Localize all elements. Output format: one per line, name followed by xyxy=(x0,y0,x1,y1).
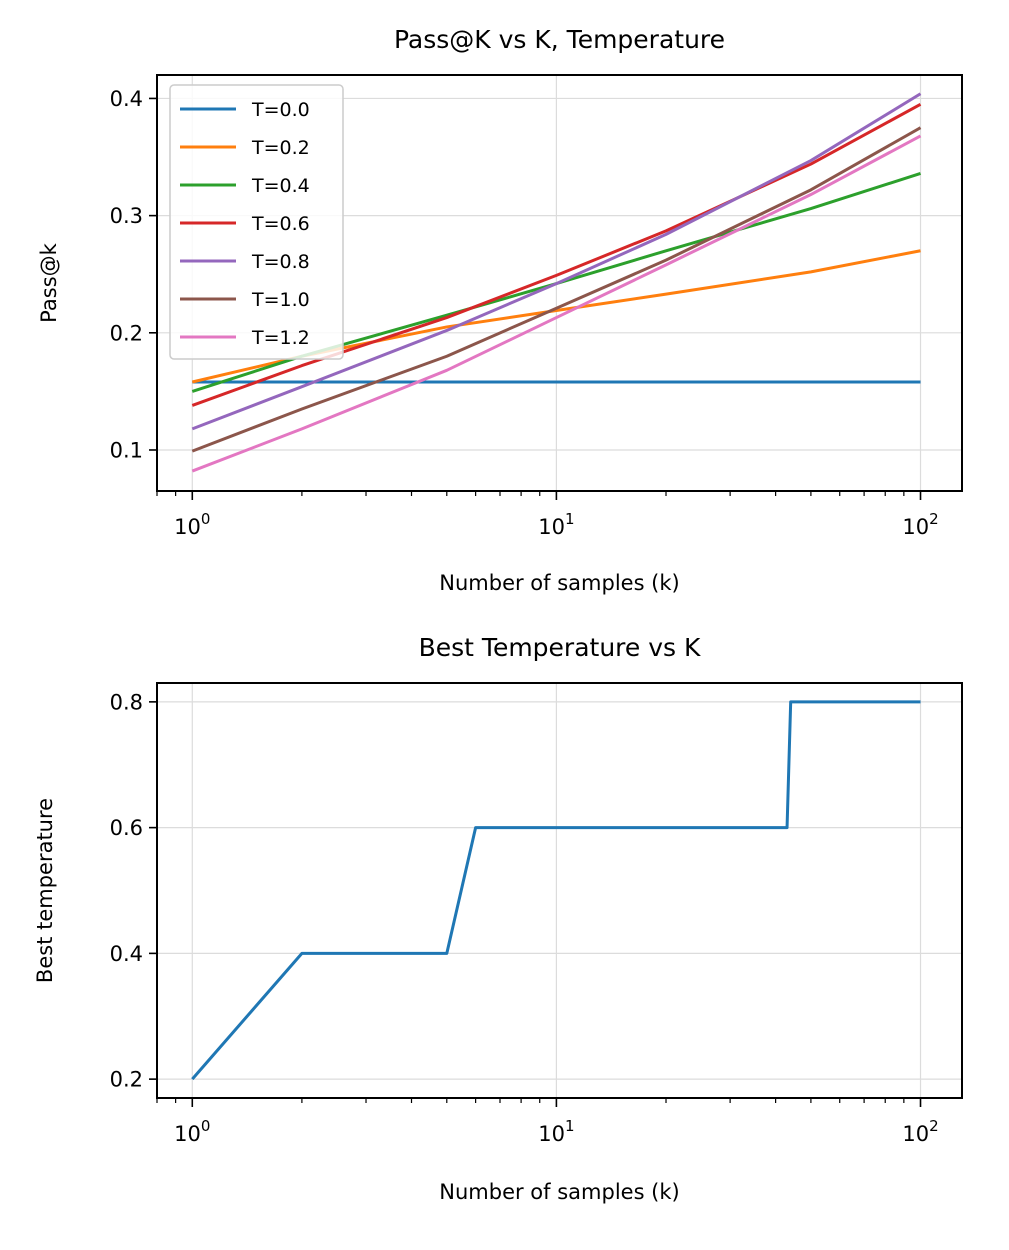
chart-title: Best Temperature vs K xyxy=(419,633,701,662)
legend-entry: T=0.4 xyxy=(251,175,310,197)
legend-box xyxy=(169,84,344,360)
legend: T=0.0 T=0.2 T=0.4 T=0.6 T=0.8 T=1.0 T=1.2 xyxy=(169,84,344,360)
chart-1: 0.1 0.2 0.3 0.4 100 101 102 Pass@K vs K, Temper… xyxy=(37,25,963,595)
y-tick-label: 0.3 xyxy=(110,204,143,228)
y-tick-label: 0.2 xyxy=(110,1068,143,1092)
legend-entry: T=1.2 xyxy=(251,327,310,349)
series-line-t-1-0 xyxy=(191,126,922,453)
legend-entry: T=1.0 xyxy=(251,289,310,311)
y-tick-label: 0.1 xyxy=(110,438,143,462)
x-tick-label: 101 xyxy=(538,1117,574,1146)
chart-2: 0.2 0.4 0.6 0.8 100 101 102 Best Temperature vs… xyxy=(33,633,963,1204)
x-tick-label: 100 xyxy=(174,510,210,539)
y-tick-label: 0.8 xyxy=(110,690,143,714)
y-tick-label: 0.4 xyxy=(110,87,143,111)
y-tick-label: 0.6 xyxy=(110,816,143,840)
legend-entry: T=0.2 xyxy=(251,137,310,159)
y-axis-label: Best temperature xyxy=(33,798,57,983)
legend-entry: T=0.6 xyxy=(251,213,310,235)
series-line-best-temperature xyxy=(191,700,921,1081)
y-tick-label: 0.4 xyxy=(110,942,143,966)
legend-entry: T=0.0 xyxy=(251,99,310,121)
x-tick-label: 102 xyxy=(902,510,938,539)
x-tick-label: 101 xyxy=(538,510,574,539)
series-line-t-0-8 xyxy=(191,92,922,431)
series-line-t-0-6 xyxy=(191,102,922,407)
series-line-t-1-2 xyxy=(191,134,922,473)
y-axis-label: Pass@k xyxy=(37,242,61,322)
x-tick-label: 102 xyxy=(902,1117,938,1146)
axes-frame xyxy=(156,74,963,492)
x-axis-label: Number of samples (k) xyxy=(439,571,679,595)
y-tick-label: 0.2 xyxy=(110,321,143,345)
legend-entry: T=0.8 xyxy=(251,251,310,273)
chart-title: Pass@K vs K, Temperature xyxy=(394,25,725,54)
axes-frame xyxy=(156,682,963,1099)
x-axis-label: Number of samples (k) xyxy=(439,1180,679,1204)
x-tick-label: 100 xyxy=(174,1117,210,1146)
